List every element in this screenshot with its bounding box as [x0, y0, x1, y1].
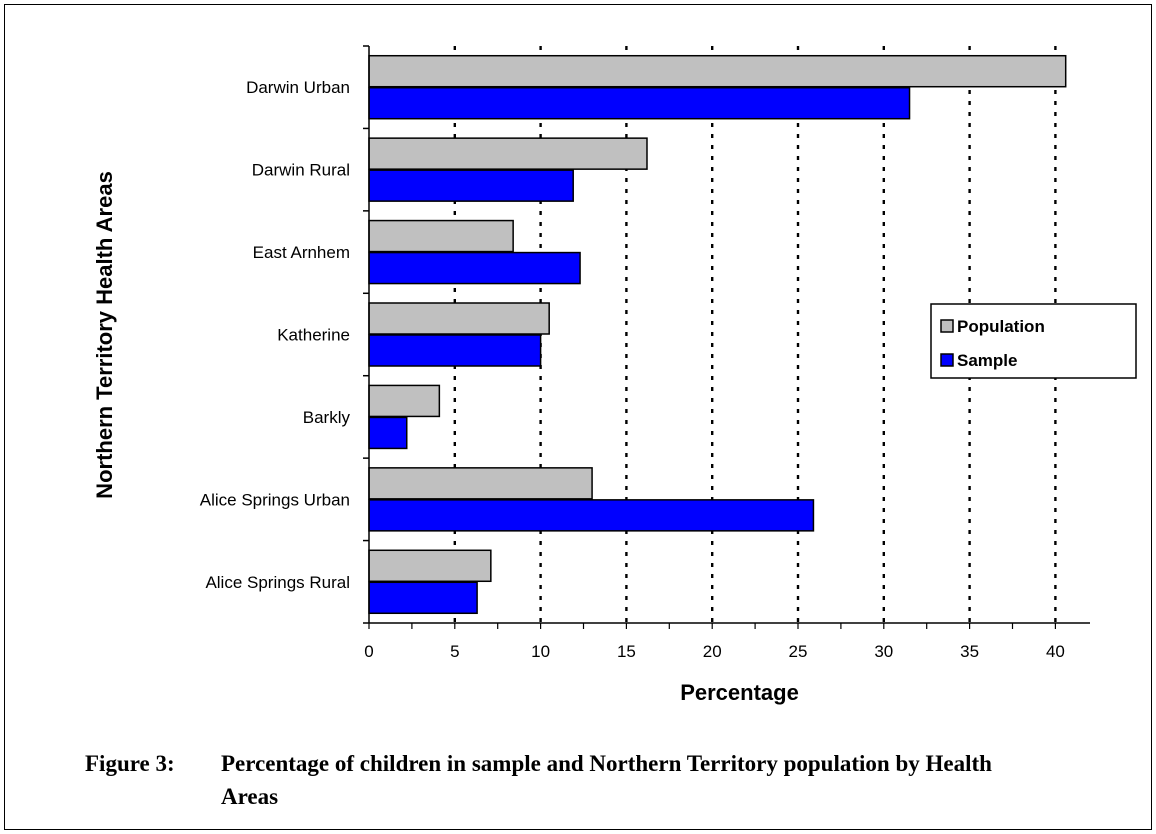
caption-label: Figure 3:	[85, 751, 175, 776]
bar-sample	[368, 86, 911, 120]
category-label: Alice Springs Urban	[200, 490, 350, 509]
legend-label-population: Population	[957, 317, 1045, 336]
category-label: East Arnhem	[253, 243, 350, 262]
category-label: Barkly	[303, 408, 351, 427]
bar-population	[368, 219, 514, 253]
caption-text: Percentage of children in sample and Nor…	[221, 751, 992, 809]
bar-sample	[368, 334, 542, 367]
chart: Darwin Urban Darwin Rural East Arnhem Kathe…	[92, 45, 1137, 705]
bar-population	[368, 137, 648, 170]
bar-sample	[368, 581, 478, 615]
x-tick-label: 25	[789, 642, 808, 661]
bar-population	[368, 549, 492, 583]
x-tick-label: 20	[703, 642, 722, 661]
x-tick-label: 15	[617, 642, 636, 661]
x-tick-label: 10	[531, 642, 550, 661]
x-axis-title: Percentage	[680, 680, 799, 705]
category-label: Darwin Rural	[252, 161, 350, 180]
category-label: Katherine	[277, 326, 350, 345]
legend-swatch-sample	[940, 353, 954, 367]
bar-population	[368, 467, 593, 500]
category-label: Darwin Urban	[246, 78, 350, 97]
bar-sample	[368, 416, 408, 450]
legend-swatch-population	[940, 319, 954, 333]
legend-label-sample: Sample	[957, 351, 1017, 370]
bar-population	[368, 54, 1067, 88]
x-tick-label: 5	[450, 642, 459, 661]
x-tick-label: 40	[1046, 642, 1065, 661]
bar-sample	[368, 169, 574, 202]
y-axis-title: Northern Territory Health Areas	[92, 171, 117, 499]
bar-sample	[368, 251, 581, 285]
x-tick-label: 0	[364, 642, 373, 661]
figure-frame: Darwin Urban Darwin Rural East Arnhem Kathe…	[4, 4, 1152, 830]
x-tick-label: 35	[960, 642, 979, 661]
x-tick-label: 30	[874, 642, 893, 661]
bar-population	[368, 384, 441, 418]
category-label: Alice Springs Rural	[205, 573, 350, 592]
bar-sample	[368, 499, 815, 532]
bar-population	[368, 302, 550, 335]
legend-box	[930, 303, 1137, 379]
